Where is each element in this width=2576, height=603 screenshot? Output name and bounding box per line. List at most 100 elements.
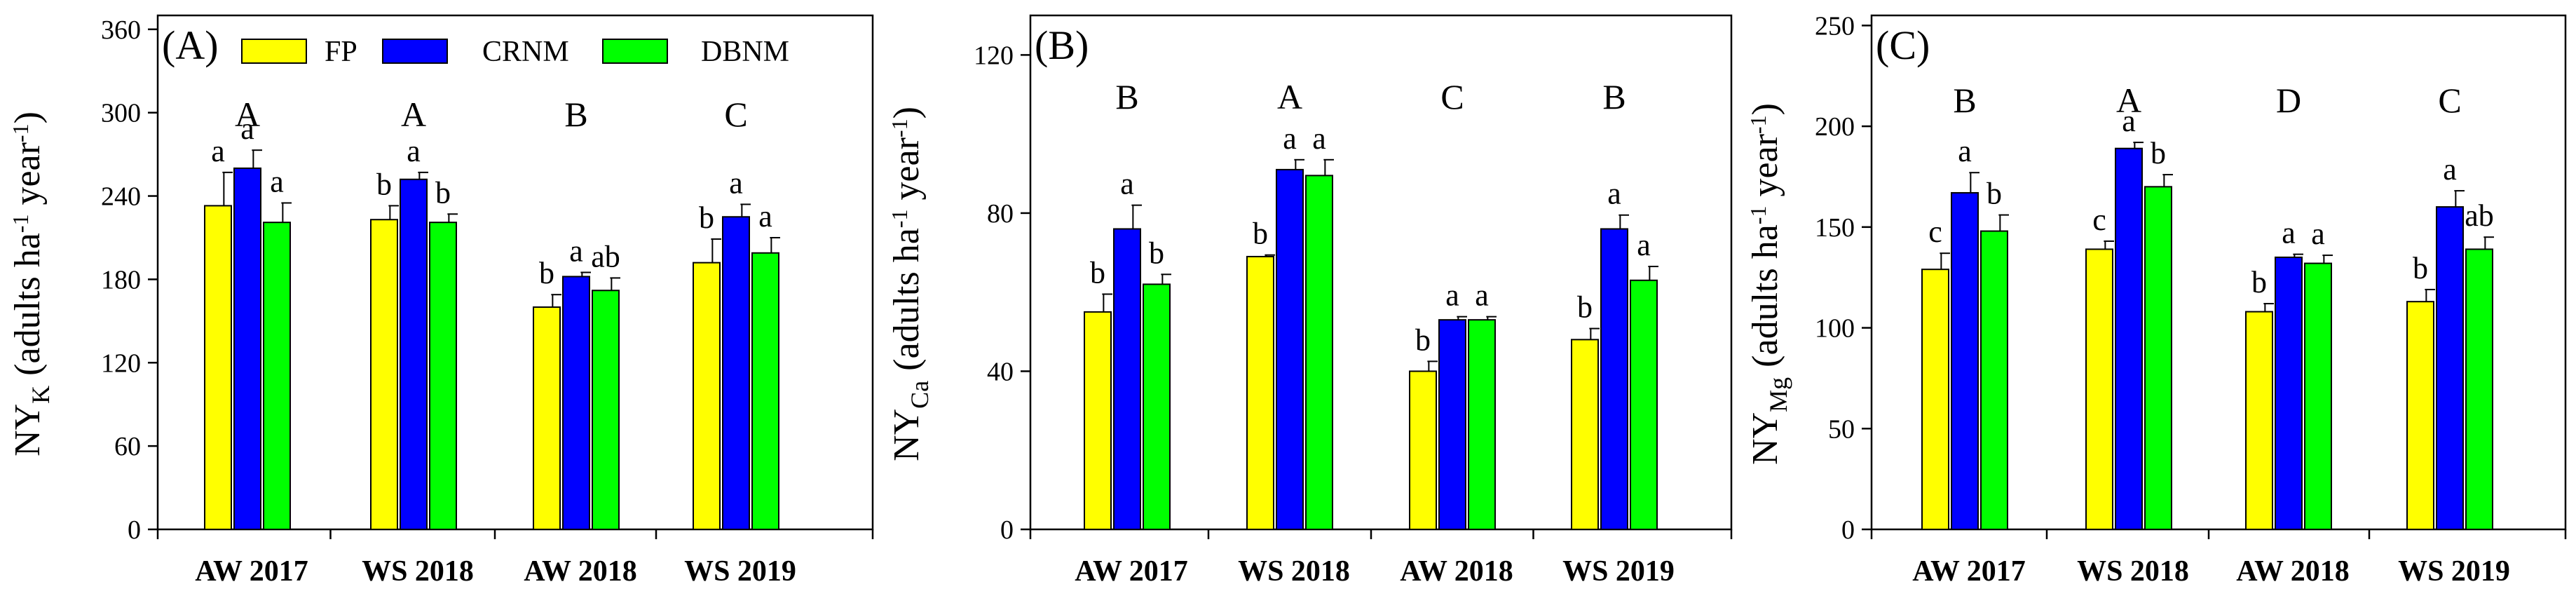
group-letter: C: [724, 95, 747, 134]
y-axis-label-part: year: [887, 137, 927, 209]
y-axis-label-part: Ca: [906, 381, 934, 409]
y-tick-label: 50: [1828, 414, 1855, 444]
bar-fp: [2245, 311, 2273, 530]
y-axis-label-part: (adults ha: [1745, 224, 1785, 367]
legend-label-dbnm: DBNM: [701, 36, 789, 68]
y-tick-label: 180: [101, 265, 141, 294]
x-category-label: AW 2018: [2236, 555, 2349, 588]
y-tick-label: 120: [974, 41, 1014, 70]
bar-crnm: [1951, 191, 1979, 530]
x-category-label: AW 2017: [195, 555, 308, 588]
significance-letter: a: [1637, 228, 1651, 262]
significance-letter: b: [435, 175, 451, 210]
y-tick-label: 0: [1000, 515, 1014, 545]
significance-letter: a: [729, 165, 743, 200]
significance-letter: b: [2413, 251, 2428, 285]
bar-dbnm: [429, 222, 457, 530]
bar-fp: [1084, 311, 1112, 530]
significance-letter: a: [407, 134, 421, 168]
y-tick-label: 0: [128, 515, 141, 545]
x-category-label: WS 2018: [1238, 555, 1350, 588]
y-tick-label: 250: [1815, 11, 1855, 41]
significance-letter: b: [2151, 136, 2166, 170]
x-category-label: AW 2018: [1400, 555, 1513, 588]
y-axis-label-part: NY: [8, 404, 48, 456]
significance-letter: c: [1928, 215, 1942, 249]
significance-letter: ab: [591, 239, 620, 273]
legend-label-crnm: CRNM: [482, 36, 569, 68]
bar-crnm: [1600, 228, 1628, 530]
y-tick-label: 200: [1815, 112, 1855, 142]
y-axis-label: NYCa(adults ha-1 year-1): [887, 107, 934, 461]
y-tick-label: 120: [101, 348, 141, 378]
y-tick-label: 240: [101, 182, 141, 212]
significance-letter: a: [1120, 167, 1134, 201]
bar-dbnm: [751, 252, 779, 530]
plot-frame: [1870, 14, 2567, 531]
y-axis-label-part: year: [1745, 134, 1785, 205]
y-tick-label: 60: [114, 432, 141, 461]
group-letter: C: [1440, 77, 1464, 116]
significance-letter: a: [569, 234, 583, 269]
bar-dbnm: [263, 222, 291, 530]
bar-crnm: [2275, 256, 2303, 530]
significance-letter: a: [2282, 216, 2296, 250]
bar-dbnm: [1980, 230, 2008, 530]
bar-fp: [2085, 248, 2113, 530]
group-letter: A: [235, 95, 260, 134]
y-axis-label-part: (adults ha: [887, 228, 927, 371]
bar-dbnm: [1305, 175, 1333, 530]
significance-letter: b: [1986, 177, 2002, 211]
bar-fp: [2406, 301, 2434, 530]
bar-crnm: [722, 216, 750, 530]
significance-letter: b: [376, 167, 392, 201]
legend-swatch-crnm: [382, 39, 448, 64]
plot-frame: [156, 14, 874, 531]
bar-dbnm: [1143, 283, 1171, 530]
bar-crnm: [2436, 206, 2464, 530]
panel-label: (A): [162, 22, 219, 68]
group-letter: B: [564, 95, 587, 134]
legend-swatch-dbnm: [602, 39, 668, 64]
y-axis-label-part: -1: [8, 215, 33, 233]
y-axis-label-part: Mg: [1764, 377, 1792, 412]
y-tick-label: 100: [1815, 314, 1855, 344]
significance-letter: a: [240, 111, 254, 146]
legend-label-fp: FP: [325, 36, 357, 68]
bar-crnm: [400, 178, 428, 530]
significance-letter: a: [1958, 134, 1972, 168]
significance-letter: b: [1253, 217, 1268, 251]
significance-letter: a: [2311, 217, 2325, 251]
bar-dbnm: [2144, 186, 2172, 530]
significance-letter: a: [758, 199, 772, 233]
y-axis-label: NYK(adults ha-1 year-1): [8, 111, 55, 456]
bar-crnm: [1113, 228, 1141, 530]
bar-dbnm: [1468, 319, 1496, 530]
bar-dbnm: [592, 290, 620, 530]
significance-letter: a: [1445, 278, 1459, 313]
y-axis-label: NYMg(adults ha-1 year-1): [1745, 103, 1792, 465]
bar-crnm: [1276, 168, 1304, 530]
y-axis-label-part: -1: [887, 210, 912, 229]
significance-letter: a: [1475, 278, 1489, 313]
bar-crnm: [1438, 319, 1466, 530]
significance-letter: b: [699, 201, 714, 235]
y-axis-label-part: year: [8, 142, 48, 214]
bar-crnm: [562, 276, 590, 530]
y-axis-label-part: -1: [8, 123, 33, 142]
bar-fp: [204, 205, 232, 530]
bar-dbnm: [1630, 279, 1658, 530]
y-axis-label-part: NY: [887, 409, 927, 461]
y-tick-label: 0: [1841, 515, 1855, 545]
y-axis-label-part: -1: [1745, 206, 1771, 225]
x-category-label: AW 2018: [524, 555, 636, 588]
bar-dbnm: [2465, 248, 2493, 530]
group-letter: A: [2116, 81, 2141, 120]
y-axis-label-part: ): [8, 111, 48, 123]
significance-letter: c: [2092, 203, 2106, 237]
significance-letter: a: [211, 134, 225, 168]
